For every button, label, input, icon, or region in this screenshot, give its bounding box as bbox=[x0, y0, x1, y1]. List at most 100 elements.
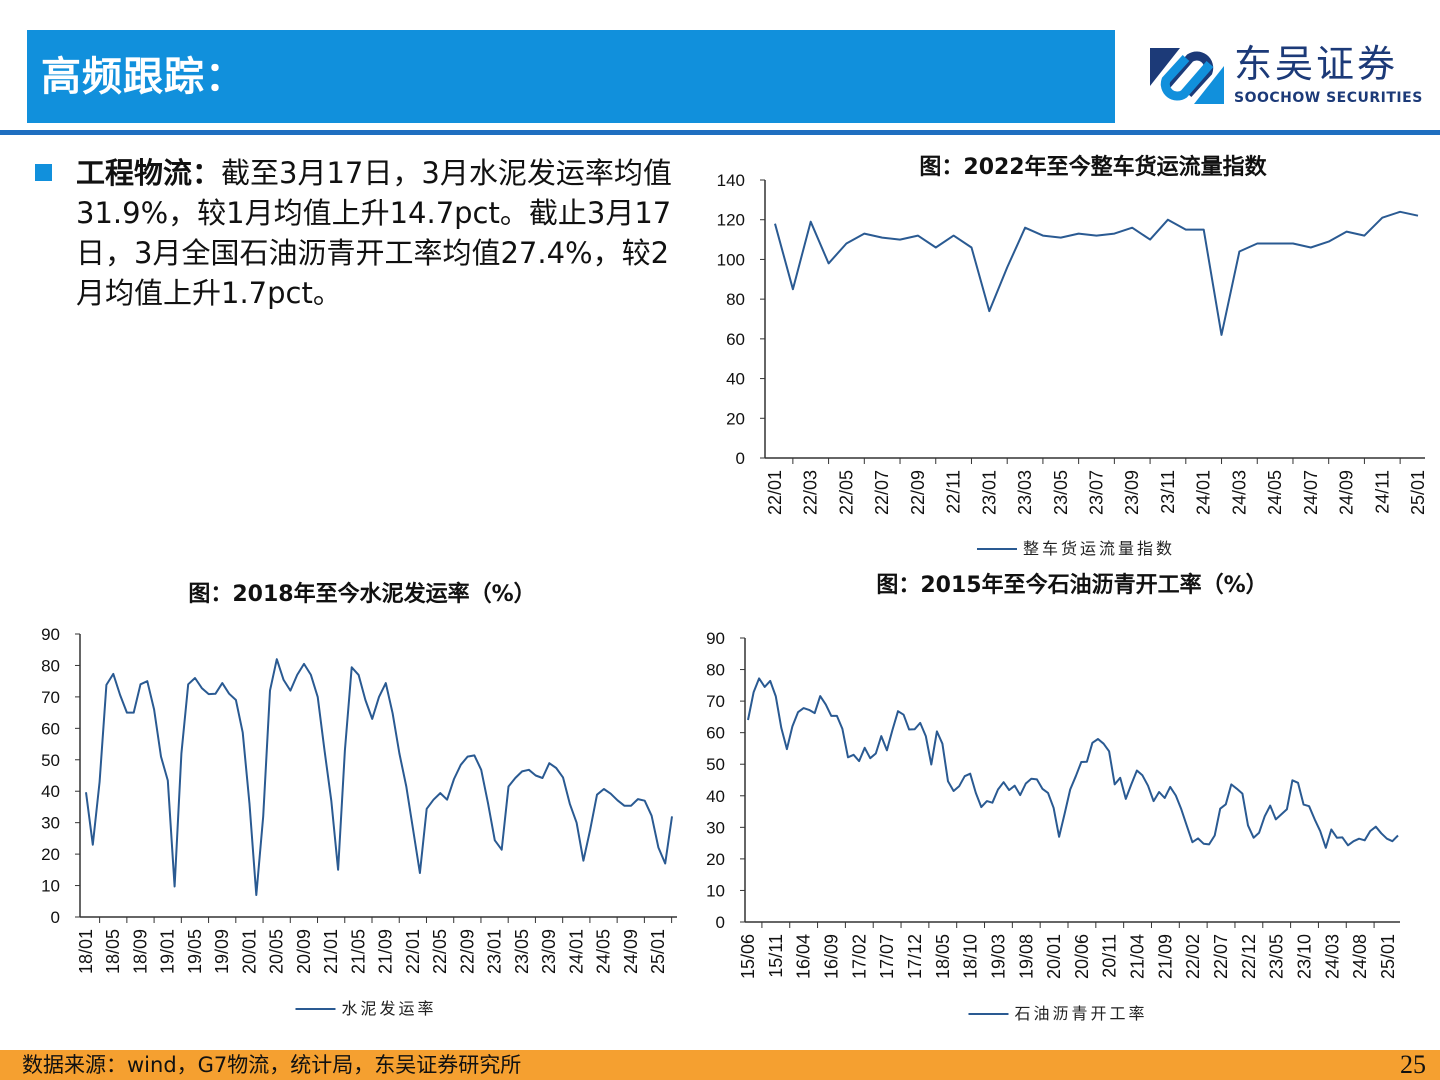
y-tick-label: 70 bbox=[706, 692, 725, 711]
x-tick-label: 22/12 bbox=[1239, 934, 1259, 979]
x-tick-label: 23/11 bbox=[1158, 470, 1178, 514]
legend-asphalt: 石油沥青开工率 bbox=[968, 1004, 1147, 1024]
y-tick-label: 0 bbox=[716, 913, 725, 932]
x-tick-label: 22/05 bbox=[836, 470, 856, 515]
legend-swatch bbox=[976, 548, 1017, 550]
bullet-square-icon bbox=[35, 164, 52, 181]
y-tick-label: 80 bbox=[41, 656, 60, 675]
chart-title-truck: 图：2022年至今整车货运流量指数 bbox=[919, 155, 1267, 180]
x-tick-label: 21/01 bbox=[321, 929, 341, 974]
y-tick-label: 0 bbox=[736, 449, 745, 468]
soochow-logo-icon bbox=[1150, 48, 1224, 104]
x-tick-label: 17/12 bbox=[905, 934, 925, 979]
x-tick-label: 23/01 bbox=[485, 929, 505, 974]
header-bar: 高频跟踪： bbox=[27, 30, 1115, 123]
x-tick-label: 24/11 bbox=[1372, 470, 1392, 514]
x-tick-label: 25/01 bbox=[1378, 934, 1398, 979]
x-tick-label: 24/01 bbox=[1194, 470, 1214, 515]
x-tick-label: 20/09 bbox=[294, 929, 314, 974]
y-tick-label: 90 bbox=[706, 629, 725, 648]
x-tick-label: 22/07 bbox=[1211, 934, 1231, 979]
logo-cn-text: 东吴证券 bbox=[1234, 42, 1399, 86]
x-tick-label: 18/05 bbox=[933, 934, 953, 979]
series-line bbox=[85, 658, 673, 896]
x-tick-label: 23/05 bbox=[1267, 934, 1287, 979]
x-tick-label: 22/05 bbox=[430, 929, 450, 974]
x-tick-label: 23/01 bbox=[979, 470, 999, 515]
x-tick-label: 19/01 bbox=[158, 929, 178, 974]
page-number: 25 bbox=[1400, 1050, 1426, 1079]
y-tick-label: 50 bbox=[41, 751, 60, 770]
x-tick-label: 20/05 bbox=[267, 929, 287, 974]
y-tick-label: 40 bbox=[41, 782, 60, 801]
legend-label: 石油沥青开工率 bbox=[1014, 1004, 1148, 1023]
y-tick-label: 60 bbox=[706, 724, 725, 743]
x-tick-label: 24/05 bbox=[594, 929, 614, 974]
bullet-lead: 工程物流： bbox=[76, 156, 222, 190]
x-tick-label: 19/03 bbox=[988, 934, 1008, 979]
x-tick-label: 20/06 bbox=[1072, 934, 1092, 979]
x-tick-label: 18/10 bbox=[961, 934, 981, 979]
x-tick-label: 22/01 bbox=[765, 470, 785, 515]
x-tick-label: 19/05 bbox=[185, 929, 205, 974]
y-tick-label: 0 bbox=[51, 908, 60, 927]
y-tick-label: 90 bbox=[41, 625, 60, 644]
legend-label: 整车货运流量指数 bbox=[1022, 539, 1176, 558]
y-tick-label: 30 bbox=[41, 814, 60, 833]
x-tick-label: 22/09 bbox=[457, 929, 477, 974]
x-tick-label: 23/05 bbox=[1051, 470, 1071, 515]
y-tick-label: 20 bbox=[726, 409, 745, 428]
series-line bbox=[774, 210, 1419, 336]
x-tick-label: 19/09 bbox=[212, 929, 232, 974]
x-tick-label: 20/01 bbox=[239, 929, 259, 974]
x-tick-label: 24/03 bbox=[1229, 470, 1249, 515]
legend-label: 水泥发运率 bbox=[341, 999, 437, 1018]
bullet-body: 截至3月17日，3月水泥发运率均值31.9%，较1月均值上升14.7pct。截止… bbox=[76, 156, 672, 310]
x-tick-label: 23/03 bbox=[1015, 470, 1035, 515]
x-tick-label: 24/08 bbox=[1350, 934, 1370, 979]
x-tick-label: 23/07 bbox=[1087, 470, 1107, 515]
x-tick-label: 24/07 bbox=[1301, 470, 1321, 515]
x-tick-label: 24/09 bbox=[1337, 470, 1357, 515]
y-tick-label: 80 bbox=[706, 661, 725, 680]
y-tick-label: 10 bbox=[706, 881, 725, 900]
y-tick-label: 50 bbox=[706, 755, 725, 774]
x-tick-label: 19/08 bbox=[1016, 934, 1036, 979]
legend-cement: 水泥发运率 bbox=[295, 999, 436, 1019]
data-source: 数据来源：wind，G7物流，统计局，东吴证券研究所 bbox=[22, 1053, 522, 1077]
x-tick-label: 23/09 bbox=[539, 929, 559, 974]
y-tick-label: 140 bbox=[717, 171, 745, 190]
x-tick-label: 15/11 bbox=[766, 934, 786, 978]
y-tick-label: 80 bbox=[726, 290, 745, 309]
footer-bar: 数据来源：wind，G7物流，统计局，东吴证券研究所 25 bbox=[0, 1050, 1440, 1080]
x-tick-label: 24/01 bbox=[566, 929, 586, 974]
y-tick-label: 30 bbox=[706, 818, 725, 837]
legend-swatch bbox=[295, 1008, 336, 1010]
x-tick-label: 22/02 bbox=[1183, 934, 1203, 979]
x-tick-label: 21/05 bbox=[348, 929, 368, 974]
x-tick-label: 17/02 bbox=[849, 934, 869, 979]
x-tick-label: 21/04 bbox=[1128, 934, 1148, 979]
logo-en-text: SOOCHOW SECURITIES bbox=[1234, 90, 1423, 106]
y-tick-label: 60 bbox=[41, 719, 60, 738]
company-logo: 东吴证券 SOOCHOW SECURITIES bbox=[1150, 44, 1430, 108]
chart-title-cement: 图：2018年至今水泥发运率（%） bbox=[188, 582, 536, 607]
legend-swatch bbox=[968, 1013, 1009, 1015]
page-title: 高频跟踪： bbox=[41, 54, 246, 100]
y-tick-label: 40 bbox=[706, 787, 725, 806]
legend-truck: 整车货运流量指数 bbox=[976, 539, 1176, 559]
y-tick-label: 70 bbox=[41, 688, 60, 707]
x-tick-label: 18/05 bbox=[103, 929, 123, 974]
x-tick-label: 18/01 bbox=[76, 929, 96, 974]
bullet-paragraph: 工程物流：截至3月17日，3月水泥发运率均值31.9%，较1月均值上升14.7p… bbox=[76, 153, 676, 313]
header-divider bbox=[0, 130, 1440, 135]
y-tick-label: 10 bbox=[41, 877, 60, 896]
x-tick-label: 22/11 bbox=[944, 470, 964, 514]
x-tick-label: 24/03 bbox=[1322, 934, 1342, 979]
x-tick-label: 16/09 bbox=[821, 934, 841, 979]
x-tick-label: 22/07 bbox=[872, 470, 892, 515]
x-tick-label: 18/09 bbox=[130, 929, 150, 974]
x-tick-label: 22/01 bbox=[403, 929, 423, 974]
y-tick-label: 120 bbox=[717, 211, 745, 230]
